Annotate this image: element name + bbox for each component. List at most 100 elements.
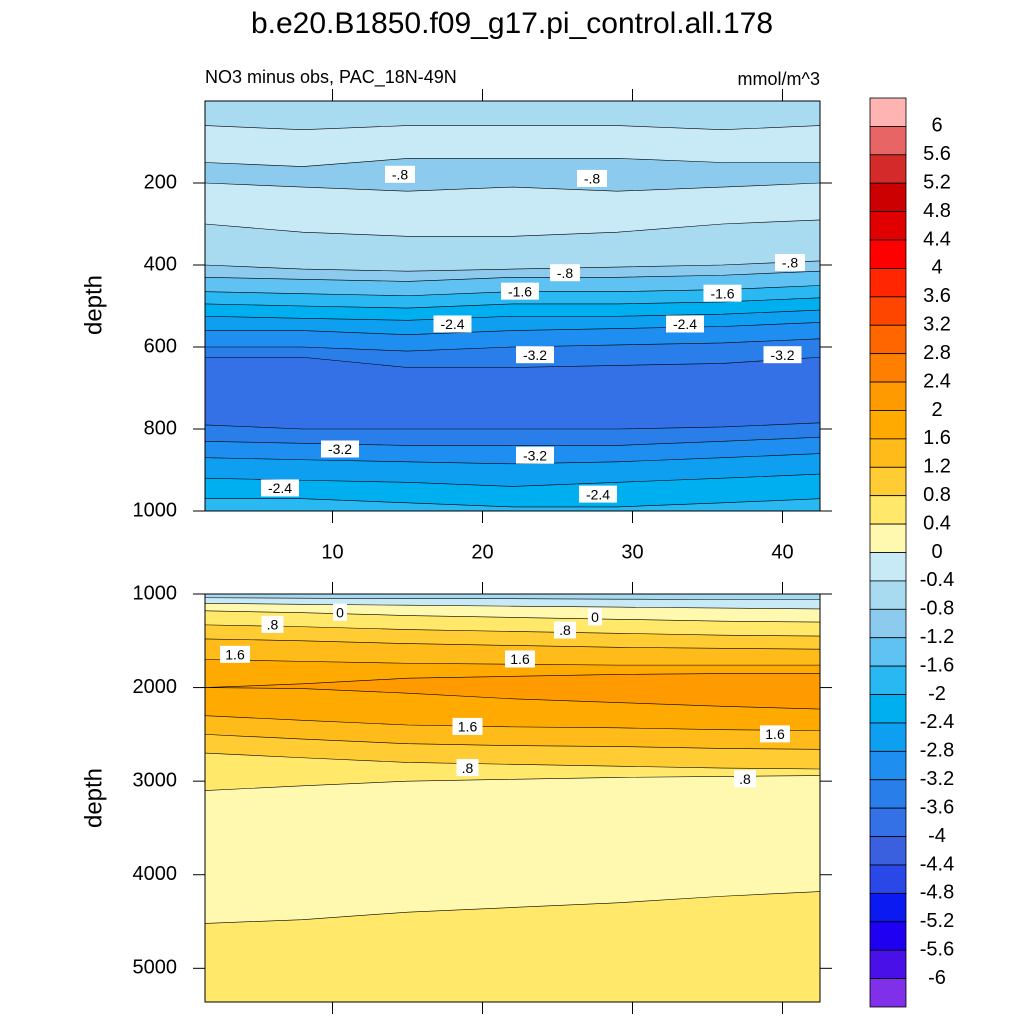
colorbar-label: -4.8: [920, 882, 954, 904]
y-tick-label: 5000: [133, 957, 178, 979]
contour-label-bg: [321, 440, 359, 458]
y-tick-label: 4000: [133, 863, 178, 885]
colorbar-box: [869, 154, 907, 184]
colorbar-box: [869, 864, 907, 894]
colorbar-box: [869, 552, 907, 582]
plot-frame: [204, 100, 821, 512]
contour-label-bg: [433, 315, 472, 333]
contour-label: .8: [559, 622, 571, 638]
contour-line: [205, 219, 820, 237]
contour-label-bg: [588, 608, 602, 626]
plot-area: -.8 -.8 -.8 -.8 -1.6 -1.6 -2.4 -2.4 -3.2 -3.2 -3.2…: [205, 101, 820, 511]
y-tick-label: 400: [144, 253, 177, 275]
colorbar-box: [869, 807, 907, 837]
contour-label: -2.4: [440, 316, 464, 332]
x-tick-label: 20: [471, 541, 493, 563]
colorbar-box: [869, 978, 907, 1008]
colorbar-label: 0: [931, 541, 942, 563]
contour-line: [205, 422, 820, 430]
colorbar-label: 4: [931, 257, 942, 279]
colorbar-label: -5.6: [920, 938, 954, 960]
colorbar-box: [869, 921, 907, 951]
colorbar-box: [869, 523, 907, 553]
y-tick-label: 600: [144, 335, 177, 357]
units: mmol/m^3: [738, 69, 820, 89]
colorbar-label: -2.8: [920, 740, 954, 762]
y-tick-label: 1000: [133, 582, 178, 604]
title: b.e20.B1850.f09_g17.pi_control.all.178: [251, 7, 773, 40]
colorbar-label: 2.8: [923, 342, 951, 364]
contour-label: -.8: [392, 167, 409, 183]
y-tick-label: 1000: [133, 499, 178, 521]
contour-label-bg: [220, 645, 250, 663]
contour-label: -.8: [557, 265, 574, 281]
contour-band: [205, 356, 820, 430]
colorbar-label: -1.6: [920, 654, 954, 676]
colorbar-box: [869, 608, 907, 639]
colorbar-box: [869, 722, 907, 752]
contour-label: -2.4: [673, 316, 697, 332]
contour-line: [205, 436, 820, 446]
colorbar-label: -3.2: [920, 768, 954, 790]
contour-label: -3.2: [770, 347, 794, 363]
contour-line: [205, 752, 820, 770]
contour-label-bg: [734, 770, 756, 788]
contour-line: [205, 356, 820, 368]
colorbar-box: [869, 296, 907, 326]
colorbar-box: [869, 438, 907, 468]
colorbar-label: -2: [928, 683, 946, 705]
colorbar-box: [869, 637, 907, 667]
contour-label: 1.6: [510, 651, 530, 667]
contour-line: [205, 453, 820, 465]
contour-label: 0: [591, 609, 599, 625]
contour-line: [205, 715, 820, 731]
contour-label-bg: [577, 169, 607, 187]
colorbar-label: 2.4: [923, 370, 951, 392]
contour-label-bg: [261, 615, 284, 633]
contour-label-bg: [333, 603, 347, 621]
contour-label: -1.6: [508, 283, 532, 299]
y-axis-label: depth: [80, 275, 107, 335]
contour-line: [205, 182, 820, 192]
colorbar-label: 3.6: [923, 285, 951, 307]
colorbar-box: [869, 211, 907, 241]
contour-line: [205, 734, 820, 750]
contour-label-bg: [516, 446, 554, 464]
y-tick-label: 800: [144, 417, 177, 439]
colorbar-label: -2.4: [920, 711, 954, 733]
colorbar-label: 5.2: [923, 172, 951, 194]
colorbar-box: [869, 779, 907, 809]
colorbar-label: -0.8: [920, 598, 954, 620]
contour-label: 1.6: [225, 647, 245, 663]
colorbar-label: 1.6: [923, 427, 951, 449]
colorbar-label: 2: [931, 399, 942, 421]
contour-label-bg: [763, 346, 802, 364]
colorbar-label: -4.4: [920, 853, 954, 875]
contour-line: [205, 270, 820, 282]
y-axis-label: depth: [80, 768, 107, 828]
contour-label-bg: [760, 725, 790, 743]
colorbar-box: [869, 694, 907, 724]
y-tick-label: 3000: [133, 769, 178, 791]
contour-label-bg: [703, 284, 742, 302]
colorbar-box: [869, 381, 907, 411]
contour-line: [205, 309, 820, 321]
contour-line: [205, 260, 820, 272]
colorbar-box: [869, 410, 907, 440]
contour-label: 1.6: [458, 719, 478, 735]
contour-label: -3.2: [328, 441, 352, 457]
contour-line: [205, 297, 820, 309]
contour-label: -1.6: [710, 285, 734, 301]
contour-line: [205, 687, 820, 710]
y-tick-label: 2000: [133, 676, 178, 698]
contour-label: -2.4: [586, 486, 610, 502]
colorbar-label: -1.2: [920, 626, 954, 648]
colorbar-box: [869, 750, 907, 781]
colorbar-box: [869, 495, 907, 525]
contour-label-bg: [261, 479, 299, 497]
contour-label-bg: [501, 282, 539, 300]
colorbar-box: [869, 836, 907, 866]
colorbar-label: 1.2: [923, 456, 951, 478]
colorbar-box: [869, 892, 907, 923]
